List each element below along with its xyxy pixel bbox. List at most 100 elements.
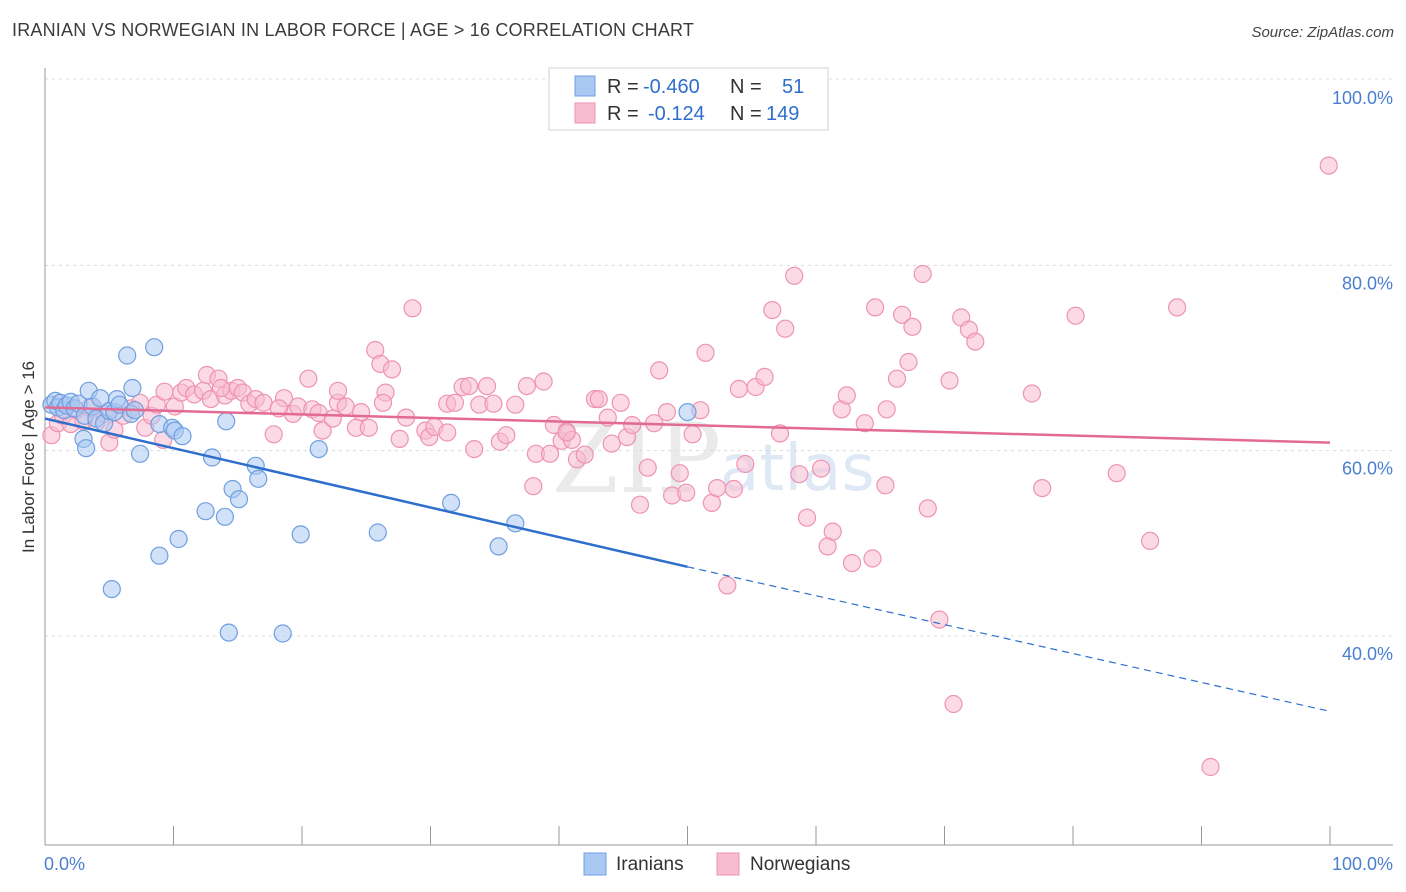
iranian-point	[76, 439, 96, 458]
iranians-points	[42, 338, 697, 643]
iranian-point	[215, 507, 234, 526]
norwegian-point	[1022, 384, 1042, 403]
norwegian-point	[842, 553, 862, 573]
norwegian-point	[736, 454, 755, 474]
norwegians-points	[42, 156, 1338, 777]
norwegian-point	[155, 382, 174, 401]
norwegian-point	[930, 610, 949, 629]
norwegian-point	[575, 445, 594, 464]
norwegian-point	[899, 352, 918, 372]
legend-norwegians-swatch	[574, 102, 596, 124]
norwegian-point	[718, 576, 737, 595]
legend-norwegians-r-label: R =	[607, 103, 639, 125]
norwegian-point	[707, 479, 727, 498]
norwegians-trend-line	[44, 406, 1331, 444]
iranian-point	[217, 412, 236, 431]
norwegian-point	[837, 386, 856, 405]
norwegian-point	[776, 319, 795, 338]
bottom-legend-iranians-swatch	[583, 852, 607, 876]
iranian-point	[123, 378, 142, 398]
norwegian-point	[506, 395, 525, 414]
norwegian-point	[477, 377, 497, 396]
norwegian-point	[403, 299, 422, 318]
norwegian-point	[785, 266, 804, 285]
iranian-point	[309, 440, 328, 459]
norwegian-point	[638, 458, 657, 477]
norwegian-point	[823, 522, 842, 541]
norwegian-point	[1319, 156, 1338, 175]
norwegian-point	[623, 415, 642, 435]
norwegian-point	[913, 264, 932, 284]
iranian-point	[118, 346, 137, 365]
norwegian-point	[887, 369, 907, 388]
norwegian-point	[1107, 464, 1126, 483]
iranian-point	[678, 403, 697, 422]
y-axis-label: In Labor Force | Age > 16	[19, 361, 38, 553]
norwegian-point	[264, 425, 283, 444]
norwegian-point	[313, 421, 332, 440]
x-axis-ticks	[173, 826, 1331, 845]
gridlines	[45, 78, 1393, 637]
norwegian-point	[797, 508, 817, 527]
iranian-point	[196, 502, 215, 521]
norwegian-point	[729, 379, 749, 398]
norwegian-point	[677, 483, 696, 502]
norwegian-point	[438, 423, 457, 442]
iranian-point	[169, 529, 188, 549]
norwegian-point	[373, 393, 393, 412]
legend-iranians-swatch	[574, 75, 596, 97]
norwegian-point	[696, 343, 715, 362]
legend-norwegians-r-value: -0.124	[648, 103, 705, 125]
norwegian-point	[1201, 757, 1220, 777]
norwegian-point	[323, 409, 342, 428]
y-tick-label: 60.0%	[1342, 459, 1393, 479]
norwegian-point	[211, 378, 231, 398]
iranians-trend-extension	[687, 566, 1331, 712]
norwegian-point	[855, 414, 874, 433]
legend-iranians-n-label: N =	[730, 76, 762, 98]
iranian-point	[442, 493, 461, 512]
y-tick-labels: 100.0% 80.0% 60.0% 40.0%	[1332, 88, 1393, 664]
iranian-point	[249, 469, 268, 488]
norwegian-point	[540, 444, 560, 463]
norwegian-point	[650, 361, 669, 380]
legend-iranians-r-value: -0.460	[643, 76, 700, 98]
norwegian-point	[465, 440, 484, 459]
norwegian-point	[328, 381, 348, 400]
iranian-point	[102, 579, 121, 599]
norwegian-point	[484, 394, 503, 413]
norwegian-point	[670, 464, 689, 483]
norwegian-point	[877, 400, 896, 419]
bottom-legend-norwegians-label: Norwegians	[750, 854, 850, 875]
bottom-legend: Iranians Norwegians	[583, 852, 850, 876]
norwegian-point	[865, 298, 885, 317]
norwegian-point	[724, 479, 743, 499]
chart-title: IRANIAN VS NORWEGIAN IN LABOR FORCE | AG…	[12, 20, 695, 40]
norwegian-point	[497, 426, 516, 445]
norwegian-point	[382, 360, 402, 379]
norwegian-point	[254, 393, 273, 412]
x-tick-label-max: 100.0%	[1332, 854, 1393, 874]
y-tick-label: 100.0%	[1332, 88, 1393, 108]
iranians-trend-line	[44, 417, 688, 569]
iranian-point	[229, 490, 249, 509]
iranian-point	[173, 427, 192, 446]
iranian-point	[150, 546, 169, 565]
norwegian-point	[524, 477, 543, 496]
norwegian-point	[336, 397, 355, 416]
norwegian-point	[299, 369, 318, 388]
norwegian-point	[445, 393, 464, 412]
norwegian-point	[657, 403, 677, 422]
norwegian-point	[770, 424, 790, 443]
norwegian-point	[352, 403, 371, 422]
iranian-point	[368, 523, 387, 542]
legend-norwegians-n-value: 149	[766, 103, 799, 125]
norwegian-point	[517, 377, 537, 396]
norwegian-point	[863, 549, 882, 568]
norwegian-point	[944, 694, 963, 714]
norwegian-point	[1066, 306, 1085, 325]
norwegian-point	[683, 425, 702, 444]
norwegian-point	[966, 332, 985, 351]
legend-iranians-n-value: 51	[782, 76, 804, 98]
